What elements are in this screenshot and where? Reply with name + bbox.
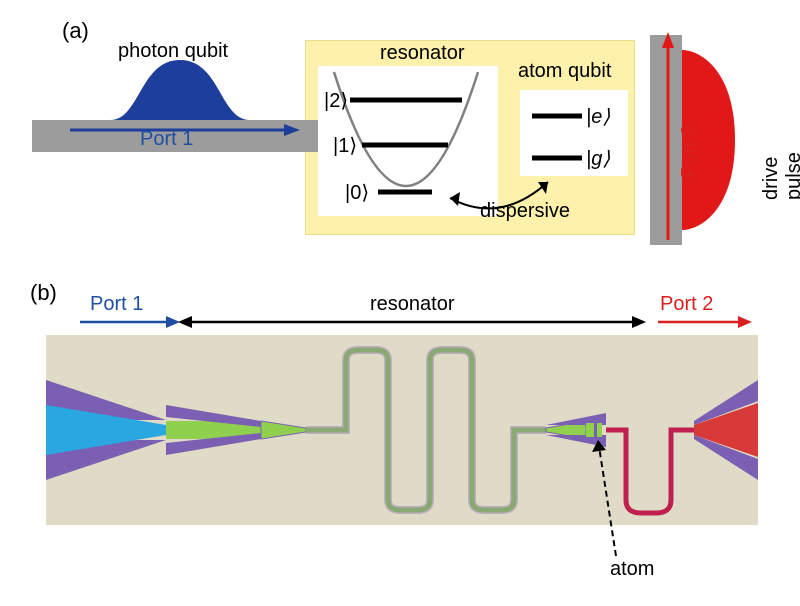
resonator-meander-outline (306, 350, 546, 510)
atom-gap (594, 423, 597, 437)
taper1 (261, 421, 306, 439)
port2-trace (606, 430, 694, 513)
ket-0: |0⟩ (345, 182, 369, 204)
ket-g: |g⟩ (586, 148, 610, 170)
panel-b-label: (b) (30, 280, 57, 306)
atom-inset-bg (520, 90, 628, 176)
atom-label: atom (610, 558, 654, 581)
ket-e: |e⟩ (586, 106, 610, 128)
micrograph-svg (46, 335, 758, 525)
ket-2: |2⟩ (324, 90, 348, 112)
resonator-label-a: resonator (380, 42, 465, 65)
photon-pulse (110, 60, 250, 120)
ket-1: |1⟩ (333, 135, 357, 157)
atom-qubit-label: atom qubit (518, 60, 611, 83)
port1-arrow-head (284, 124, 300, 136)
port2-arrow-head (662, 32, 674, 48)
micrograph (46, 335, 758, 525)
dispersive-label: dispersive (480, 200, 570, 223)
drive-pulse-label: drive pulse (760, 152, 800, 200)
port2-label-a: Port 2 (678, 125, 701, 178)
photon-qubit-label: photon qubit (118, 40, 228, 63)
port1-label-a: Port 1 (140, 128, 193, 151)
